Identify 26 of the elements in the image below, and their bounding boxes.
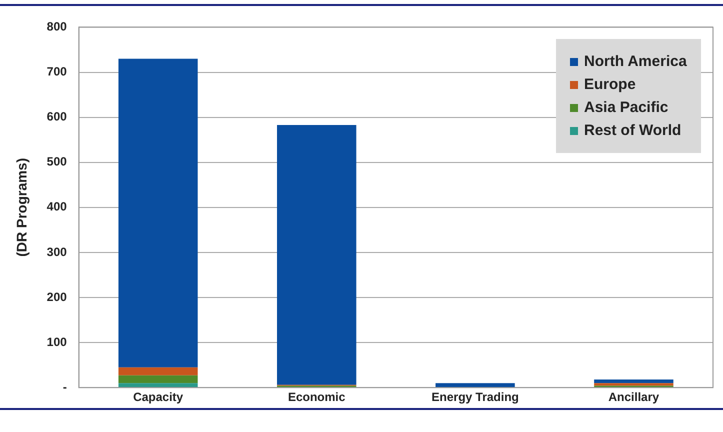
legend-label: Europe bbox=[583, 76, 637, 94]
legend-label: Rest of World bbox=[583, 122, 682, 140]
bar bbox=[436, 383, 515, 388]
x-tick-label: Energy Trading bbox=[432, 390, 519, 404]
bar bbox=[118, 367, 198, 376]
bar bbox=[118, 58, 198, 368]
x-tick-label: Economic bbox=[288, 390, 346, 404]
bar bbox=[277, 124, 356, 385]
legend-label: North America bbox=[583, 53, 687, 70]
y-tick-label: 100 bbox=[46, 334, 68, 349]
y-axis-title: (DR Programs) bbox=[13, 158, 30, 257]
y-tick-label: 700 bbox=[46, 64, 68, 79]
y-tick-label: 300 bbox=[46, 244, 68, 259]
bar bbox=[118, 375, 198, 384]
y-tick-label: 800 bbox=[46, 20, 68, 34]
y-tick-label: 500 bbox=[46, 154, 68, 169]
x-tick-label: Ancillary bbox=[608, 390, 660, 404]
y-tick-label: 200 bbox=[46, 290, 68, 304]
y-tick-label: 400 bbox=[46, 200, 68, 214]
y-tick-label: 600 bbox=[46, 110, 68, 124]
bar bbox=[118, 383, 198, 388]
y-tick-label: - bbox=[62, 380, 67, 394]
bar bbox=[594, 383, 674, 386]
legend-label: Asia Pacific bbox=[583, 99, 670, 116]
x-tick-label: Capacity bbox=[133, 390, 184, 404]
bar bbox=[594, 379, 674, 384]
